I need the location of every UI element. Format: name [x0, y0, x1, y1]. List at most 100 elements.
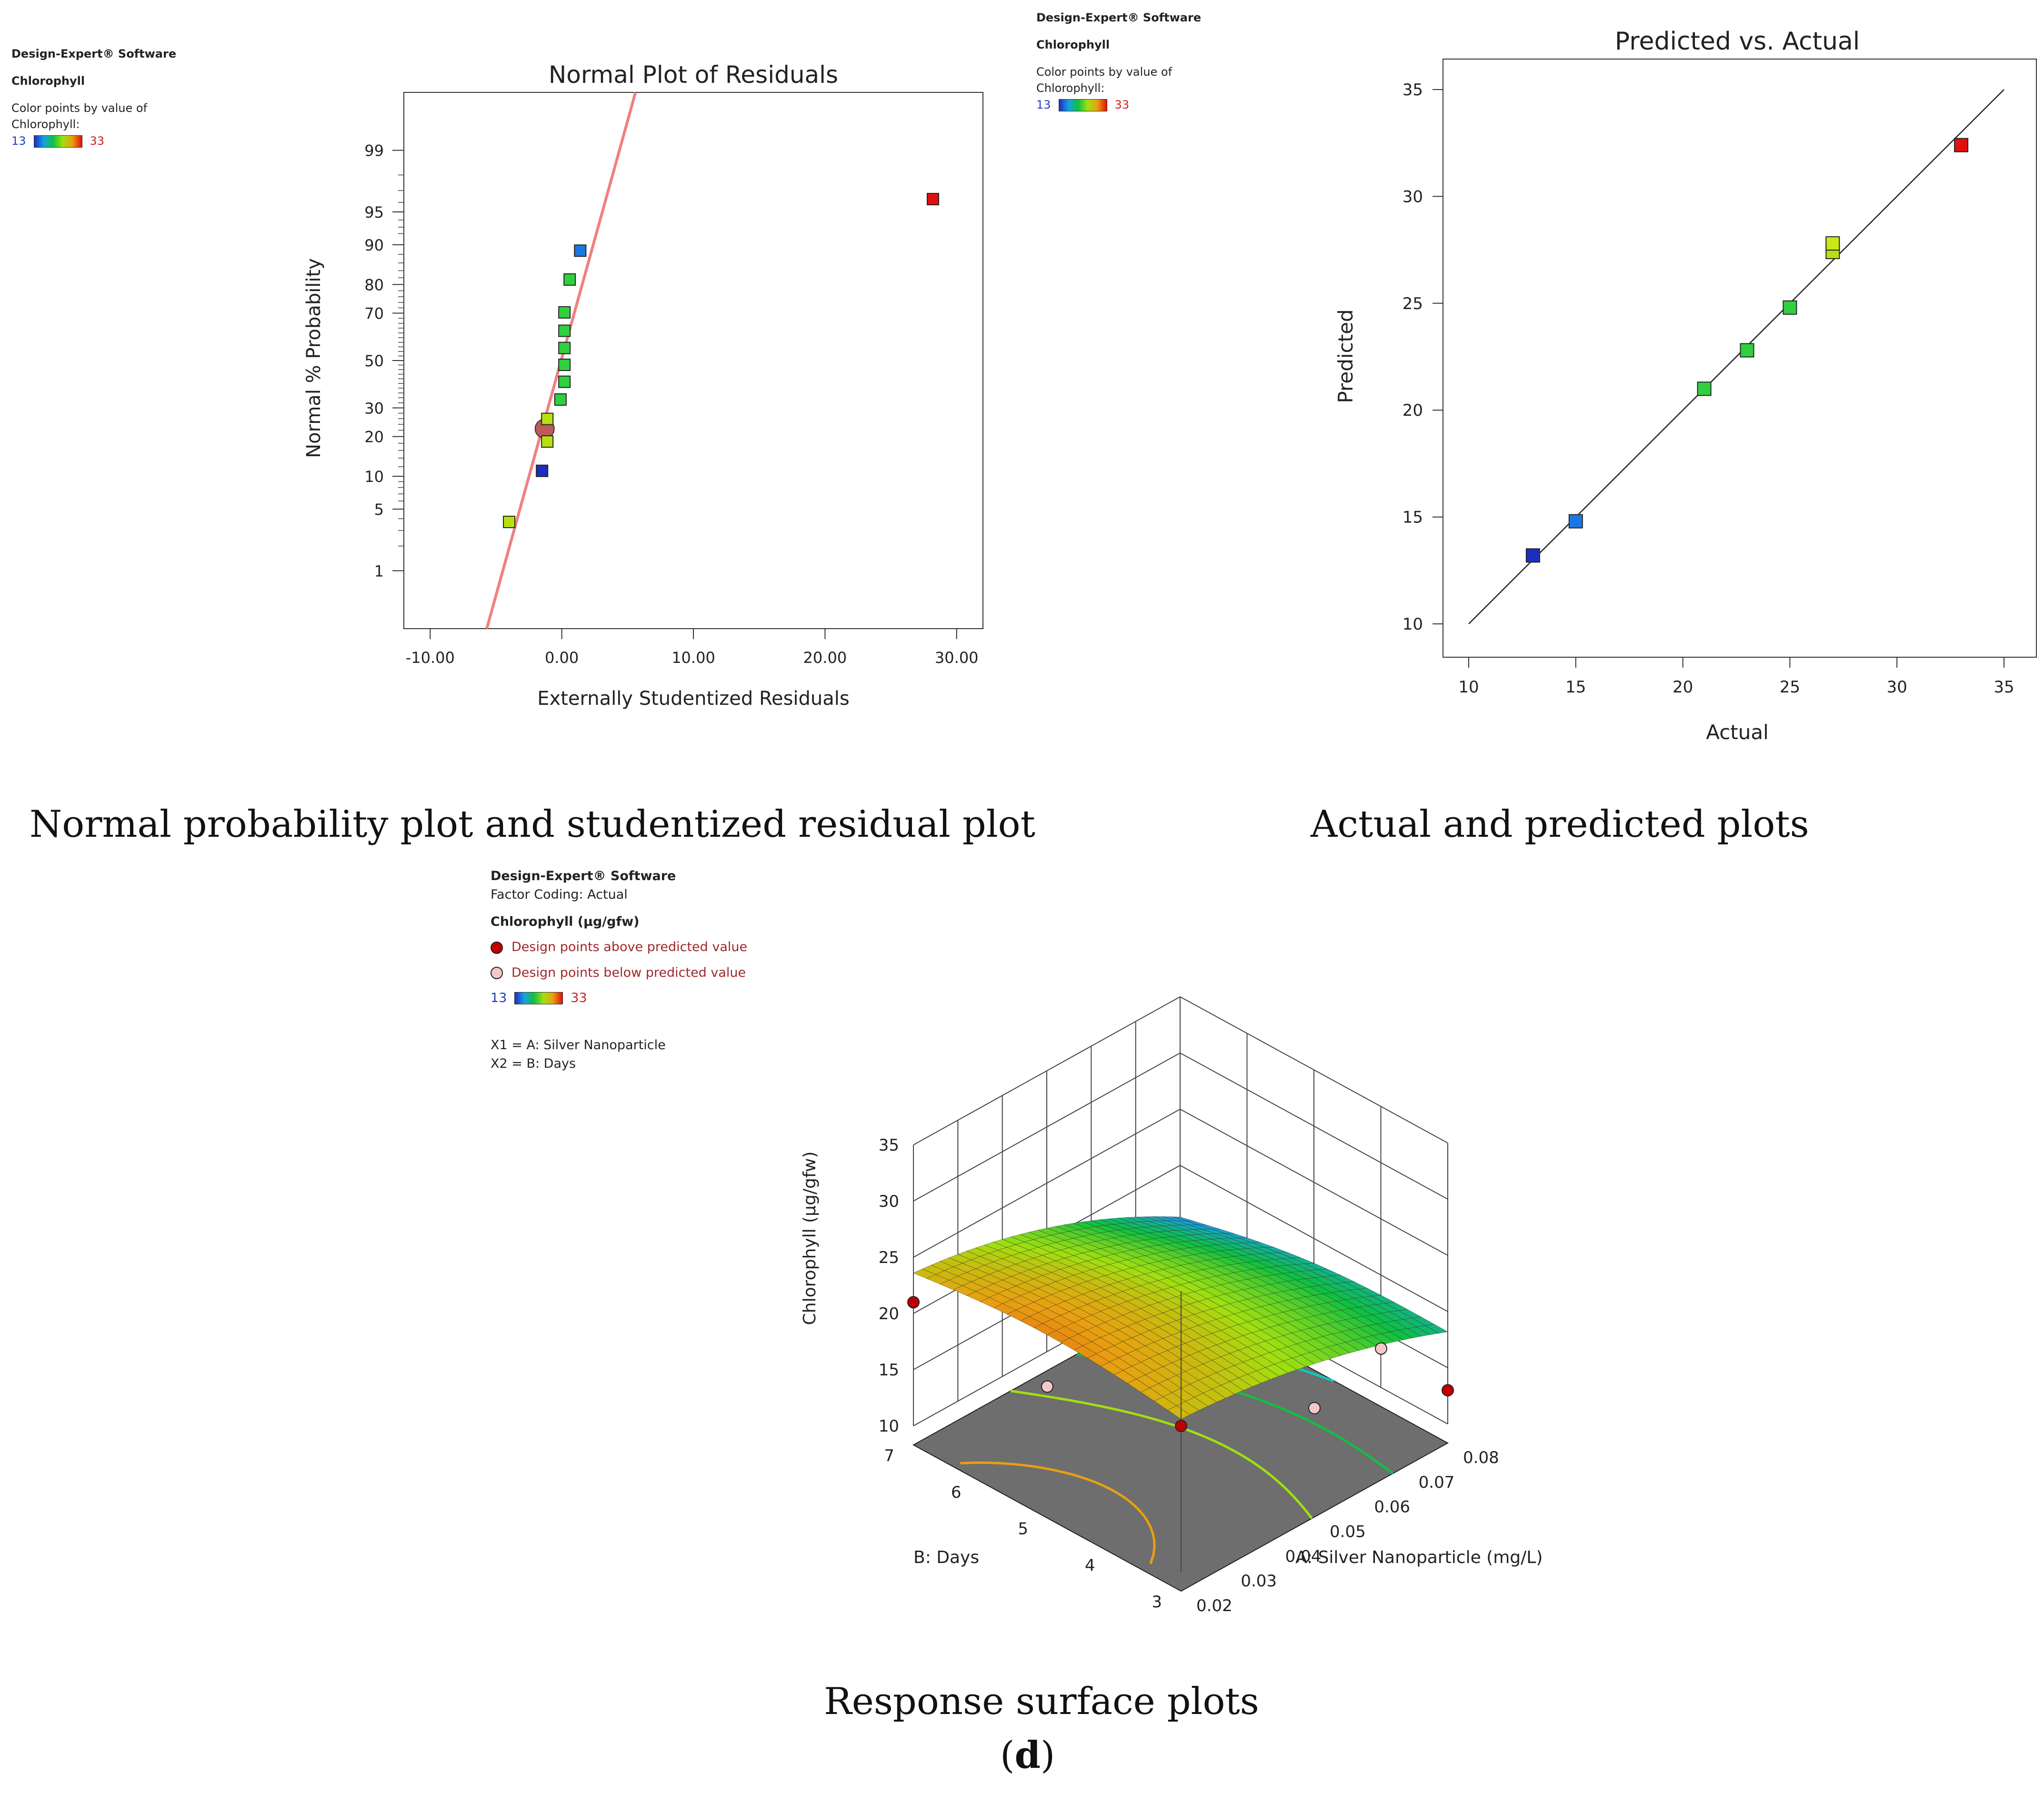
figure-label: (d): [1000, 1734, 1055, 1777]
surface-scale-low: 13: [491, 990, 507, 1005]
normal-scale-low: 13: [11, 134, 26, 148]
design-point-above: [1442, 1384, 1454, 1397]
surface-x-tick-label: 0.07: [1419, 1473, 1455, 1492]
normal-point: [541, 435, 554, 448]
predicted-gradient-bar: [1058, 99, 1107, 112]
surface-z-tick-label: 20: [879, 1304, 899, 1323]
normal-y-tick-label: 50: [364, 352, 384, 370]
wall-grid-line: [913, 996, 1448, 1145]
predicted-scale-low: 13: [1036, 98, 1051, 112]
design-points: [907, 1296, 1454, 1433]
surface-y-tick-label: 3: [1152, 1593, 1162, 1612]
surface-x-label: A: Silver Nanoparticle (mg/L): [1295, 1548, 1543, 1567]
predicted-legend: Design-Expert® Software Chlorophyll Colo…: [1036, 10, 1201, 113]
predicted-y-tick-label: 30: [1403, 187, 1423, 206]
surface-x-tick-label: 0.03: [1241, 1572, 1277, 1591]
surface-y-tick-label: 7: [884, 1446, 894, 1465]
normal-response: Chlorophyll: [11, 74, 85, 88]
design-point-below: [1041, 1380, 1053, 1393]
contour-line: [1010, 1390, 1313, 1519]
normal-x-tick-label: 10.00: [671, 649, 715, 667]
surface-x-tick-label: 0.02: [1196, 1596, 1232, 1615]
normal-point: [558, 306, 571, 319]
normal-point: [574, 244, 587, 257]
normal-y-tick-label: 10: [364, 468, 384, 486]
normal-gradient-bar: [33, 135, 82, 148]
predicted-y-tick-label: 25: [1403, 294, 1423, 313]
predicted-point: [1697, 381, 1712, 396]
surface-scale-high: 33: [571, 990, 587, 1005]
design-point-above: [1175, 1420, 1187, 1433]
predicted-software: Design-Expert® Software: [1036, 11, 1202, 24]
surface-z-tick-label: 30: [879, 1192, 899, 1211]
figure-label-letter: d: [1014, 1734, 1041, 1777]
normal-y-tick-label: 20: [364, 428, 384, 446]
predicted-plot-title: Predicted vs. Actual: [1615, 27, 1860, 56]
surface-factor-coding: Factor Coding: Actual: [491, 887, 628, 902]
normal-y-tick-label: 99: [364, 142, 384, 160]
normal-x-tick-label: -10.00: [406, 649, 455, 667]
surface-x1-def: X1 = A: Silver Nanoparticle: [491, 1037, 666, 1052]
surface-y-label: B: Days: [913, 1548, 979, 1567]
predicted-plot: Predicted vs. Actual 10 15 20 25 30 35 10 15 20 2…: [1334, 27, 2037, 744]
normal-point: [558, 375, 571, 388]
wall-grid-line: [913, 1108, 1448, 1258]
surface-ticks: 10 15 20 25 30 35 3 4 5 6 7 0.02 0.03 0.04 0.05 0.06 0.0…: [879, 1136, 1499, 1615]
surface-y-tick-label: 4: [1085, 1556, 1095, 1575]
predicted-x-label: Actual: [1706, 721, 1769, 744]
predicted-point: [1825, 236, 1840, 251]
normal-point: [563, 273, 576, 286]
surface-legend: Design-Expert® Software Factor Coding: A…: [491, 867, 747, 1073]
surface-facet: [1167, 1405, 1191, 1420]
surface-x-tick-label: 0.05: [1330, 1523, 1366, 1542]
normal-point: [503, 515, 516, 528]
normal-legend: Design-Expert® Software Chlorophyll Colo…: [11, 46, 176, 150]
predicted-x-tick-label: 15: [1565, 678, 1586, 697]
above-label: Design points above predicted value: [511, 940, 748, 955]
predicted-points: [1525, 138, 1969, 563]
surface-z-label: Chlorophyll (µg/gfw): [800, 1152, 820, 1325]
predicted-point: [1740, 343, 1754, 358]
surface-plot: 10 15 20 25 30 35 3 4 5 6 7 0.02 0.03 0.04 0.05 0.06 0.0…: [800, 996, 1543, 1615]
normal-point: [926, 193, 939, 206]
predicted-point: [1525, 548, 1540, 563]
normal-color-note-1: Color points by value of: [11, 101, 148, 115]
predicted-y-tick-label: 15: [1403, 508, 1423, 527]
predicted-x-tick-label: 20: [1673, 678, 1693, 697]
figure-label-close: ): [1040, 1734, 1055, 1777]
predicted-identity-line: [1468, 89, 2004, 624]
predicted-scale-high: 33: [1114, 98, 1130, 112]
predicted-response: Chlorophyll: [1036, 38, 1110, 51]
above-point-icon: [491, 941, 503, 954]
design-point-below: [1308, 1402, 1321, 1414]
predicted-x-tick-label: 35: [1994, 678, 2014, 697]
predicted-color-scale: 13 33: [1036, 97, 1201, 113]
normal-y-tick-label: 80: [364, 276, 384, 294]
surface-x-tick-label: 0.06: [1374, 1498, 1410, 1517]
figure-label-open: (: [1000, 1734, 1015, 1777]
surface-color-scale: 13 33: [491, 989, 747, 1007]
design-point-below: [1375, 1342, 1387, 1355]
predicted-y-tick-label: 35: [1403, 80, 1423, 100]
predicted-color-note-2: Chlorophyll:: [1036, 81, 1105, 95]
predicted-point: [1568, 514, 1583, 529]
normal-point: [554, 393, 567, 406]
predicted-x-tick-label: 10: [1458, 678, 1479, 697]
normal-x-tick-label: 30.00: [935, 649, 979, 667]
normal-y-tick-label: 70: [364, 305, 384, 323]
normal-y-tick-label: 30: [364, 399, 384, 417]
predicted-y-tick-label: 20: [1403, 401, 1423, 420]
normal-y-ticks: 1 5 10 20 30 50 70 80 90 95 99: [364, 142, 404, 580]
surface-z-tick-label: 35: [879, 1136, 899, 1155]
normal-point: [558, 359, 571, 371]
surface-x2-def: X2 = B: Days: [491, 1056, 576, 1071]
predicted-ticks: 10 15 20 25 30 35 10 15 20 25 30 35: [1403, 80, 2014, 697]
caption-surface: Response surface plots: [824, 1680, 1259, 1723]
surface-x-tick-label: 0.04: [1285, 1547, 1322, 1566]
normal-y-tick-label: 90: [364, 236, 384, 254]
response-surface: [912, 1216, 1449, 1420]
normal-y-tick-label: 5: [374, 501, 384, 519]
normal-x-ticks: -10.00 0.00 10.00 20.00 30.00: [406, 629, 979, 667]
normal-color-scale: 13 33: [11, 133, 176, 150]
